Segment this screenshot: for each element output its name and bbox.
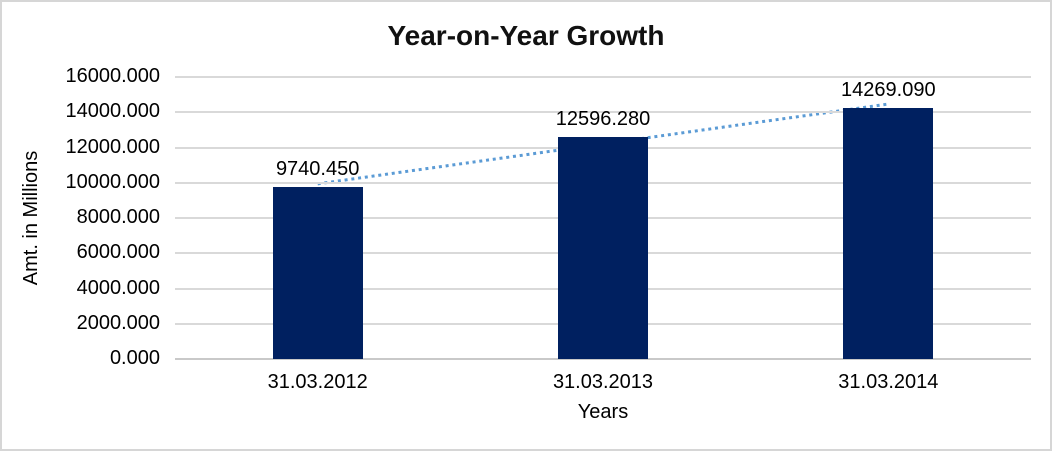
bar-value-label: 12596.280 <box>555 107 651 130</box>
bar-31.03.2014 <box>843 107 934 359</box>
x-tick-label: 31.03.2014 <box>838 371 939 393</box>
y-tick-label: 12000.000 <box>65 135 160 158</box>
bar-31.03.2013 <box>558 136 648 359</box>
y-tick-label: 2000.000 <box>76 311 160 334</box>
bar-31.03.2012 <box>272 187 363 359</box>
y-tick-label: 4000.000 <box>76 276 160 299</box>
x-tick-label: 31.03.2012 <box>267 371 368 393</box>
x-axis-title: Years <box>577 401 629 423</box>
bar-value-label: 9740.450 <box>275 158 360 181</box>
gridline <box>175 111 1031 114</box>
gridline <box>175 76 1031 78</box>
bar-value-label: 14269.090 <box>841 78 936 101</box>
y-tick-label: 8000.000 <box>76 206 160 228</box>
y-tick-label: 10000.000 <box>65 170 160 193</box>
y-tick-label: 14000.000 <box>65 100 160 123</box>
x-axis-line <box>175 358 1031 360</box>
chart-title: Year-on-Year Growth <box>387 20 665 51</box>
y-tick-label: 6000.000 <box>76 241 160 264</box>
y-tick-label: 0.000 <box>109 347 160 369</box>
x-tick-label: 31.03.2013 <box>552 371 654 393</box>
y-tick-label: 16000.000 <box>65 65 160 87</box>
